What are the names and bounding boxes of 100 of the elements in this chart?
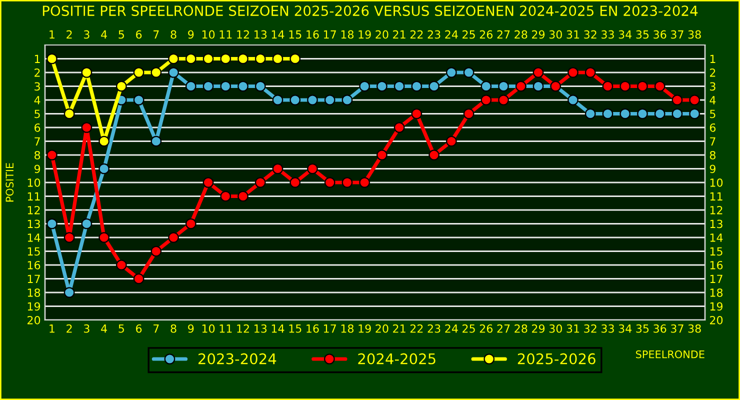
x2-tick-label: 37	[670, 30, 684, 39]
x2-tick-label: 35	[636, 30, 649, 39]
point	[98, 232, 110, 243]
point	[238, 190, 248, 202]
y2-tick-label: 19	[710, 302, 723, 311]
y-tick-label: 15	[28, 247, 40, 256]
point	[463, 67, 474, 78]
point	[46, 53, 58, 64]
point	[133, 94, 144, 106]
x2-tick-label: 4	[101, 30, 107, 39]
point	[654, 108, 666, 120]
point	[202, 80, 214, 92]
y2-tick-label: 7	[710, 137, 716, 146]
x-tick-label: 20	[376, 324, 388, 333]
legend-label: 2024-2025	[358, 353, 436, 364]
y-tick-label: 18	[28, 288, 40, 297]
y2-tick-label: 13	[710, 220, 722, 228]
y-tick-label: 16	[28, 260, 40, 270]
x2-tick-label: 20	[376, 30, 388, 39]
point	[238, 80, 248, 92]
point	[220, 190, 232, 202]
point	[46, 150, 58, 160]
x2-tick-label: 26	[480, 30, 493, 39]
x-tick-label: 24	[445, 324, 458, 333]
y-tick-label: 12	[28, 206, 40, 214]
point	[272, 163, 284, 174]
x2-tick-label: 2	[66, 30, 72, 39]
point	[637, 80, 648, 92]
x-tick-label: 34	[618, 324, 632, 333]
point	[428, 80, 440, 92]
x-tick-label: 25	[462, 324, 475, 333]
x2-tick-label: 38	[688, 30, 701, 39]
point	[307, 94, 318, 106]
x-axis-title: SPEELRONDE	[636, 350, 704, 358]
x-tick-label: 5	[118, 324, 124, 333]
y2-tick-label: 12	[710, 206, 722, 214]
x2-tick-label: 9	[188, 30, 194, 39]
point	[220, 53, 232, 64]
x-tick-label: 15	[289, 324, 302, 333]
x2-tick-label: 19	[358, 30, 371, 39]
point	[411, 80, 422, 92]
point	[220, 80, 232, 92]
x-tick-label: 28	[514, 324, 528, 333]
x-tick-label: 19	[358, 324, 371, 333]
x-tick-label: 8	[170, 324, 176, 333]
point	[185, 80, 196, 92]
y2-tick-label: 17	[710, 274, 722, 283]
x2-tick-label: 7	[154, 30, 159, 39]
x-tick-label: 9	[188, 324, 194, 333]
point	[290, 94, 301, 106]
point	[81, 122, 92, 133]
x-tick-label: 35	[636, 324, 649, 333]
x2-tick-label: 34	[618, 30, 632, 39]
point	[116, 260, 127, 270]
point	[342, 94, 353, 106]
point	[81, 218, 92, 230]
x-tick-label: 12	[237, 324, 249, 333]
y-tick-label: 8	[34, 150, 40, 160]
point	[637, 108, 648, 120]
point	[446, 136, 457, 147]
point	[324, 94, 336, 106]
y2-tick-label: 9	[710, 164, 716, 174]
x-tick-label: 22	[410, 324, 423, 333]
y-tick-label: 6	[34, 123, 40, 132]
point	[480, 94, 492, 106]
x2-tick-label: 16	[306, 30, 319, 39]
point	[202, 53, 214, 64]
x2-tick-label: 24	[445, 30, 458, 39]
legend-label: 2023-2024	[198, 353, 276, 364]
y2-tick-label: 18	[710, 288, 723, 297]
point	[238, 53, 248, 64]
point	[689, 108, 700, 120]
x2-tick-label: 5	[118, 30, 124, 39]
point	[463, 108, 474, 120]
point	[272, 53, 284, 64]
point	[98, 163, 110, 174]
point	[98, 136, 110, 147]
y-tick-label: 7	[34, 137, 40, 146]
legend-label: 2025-2026	[518, 353, 596, 364]
point	[672, 108, 683, 120]
x2-tick-label: 17	[324, 30, 336, 39]
x-tick-label: 16	[306, 324, 319, 333]
x2-tick-label: 22	[410, 30, 423, 39]
point	[168, 232, 179, 243]
y-tick-label: 19	[28, 302, 40, 311]
point	[254, 80, 266, 92]
y2-tick-label: 2	[710, 68, 716, 77]
x2-tick-label: 18	[341, 30, 354, 39]
x2-tick-label: 23	[428, 30, 440, 39]
y2-tick-label: 1	[710, 54, 716, 63]
y-tick-label: 13	[28, 220, 40, 228]
x2-tick-label: 29	[532, 30, 545, 39]
y2-tick-label: 15	[710, 247, 722, 256]
x2-tick-label: 11	[220, 30, 232, 39]
point	[272, 94, 284, 106]
y2-tick-label: 11	[710, 192, 722, 200]
point	[446, 67, 457, 78]
x2-tick-label: 36	[654, 30, 666, 39]
point	[133, 67, 144, 78]
point	[411, 108, 422, 120]
